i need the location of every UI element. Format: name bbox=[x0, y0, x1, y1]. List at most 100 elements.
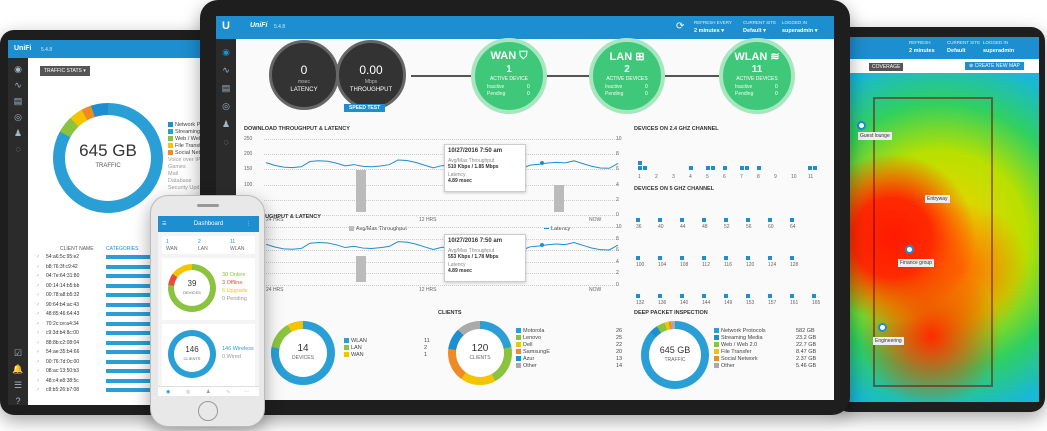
map-icon[interactable]: ▤ bbox=[13, 96, 23, 106]
channel-device bbox=[790, 218, 794, 222]
clients-icon[interactable]: ♟ bbox=[13, 128, 23, 138]
legend-value: 20 bbox=[616, 349, 623, 355]
client-name[interactable]: 04:7e:64:31:80 bbox=[46, 273, 80, 279]
chat-icon[interactable]: ☰ bbox=[13, 380, 23, 390]
phone-clients-card[interactable]: 146 CLIENTS 146 Wireless 0 Wired bbox=[162, 324, 255, 386]
legend-value: 25 bbox=[616, 335, 623, 341]
legend-value: 8.47 GB bbox=[796, 349, 817, 355]
left-filter[interactable]: TRAFFIC STATS ▾ bbox=[40, 66, 90, 76]
tab-devices-icon[interactable]: ◎ bbox=[186, 389, 191, 395]
r-tick: 8 bbox=[616, 151, 619, 158]
map-icon[interactable]: ▤ bbox=[221, 83, 231, 93]
ap-icon[interactable] bbox=[905, 245, 914, 254]
create-map-button[interactable]: ⊕ CREATE NEW MAP bbox=[965, 62, 1024, 70]
client-name[interactable]: 00:14:14:b5:bb bbox=[46, 282, 80, 289]
client-name[interactable]: 08:ac:13:50:b3 bbox=[46, 368, 80, 374]
phone-devices-card[interactable]: 39 DEVICES 30 Online 3 Offline 6 Upgrade… bbox=[162, 258, 255, 320]
alerts-icon[interactable]: 🔔 bbox=[12, 364, 24, 374]
chart1-title: DOWNLOAD THROUGHPUT & LATENCY bbox=[244, 126, 350, 132]
client-name[interactable]: 00:76:7d:0c:00 bbox=[46, 358, 80, 365]
grid-line bbox=[264, 238, 619, 240]
ap-icon[interactable] bbox=[857, 121, 866, 130]
category-bar bbox=[106, 378, 177, 383]
network-icon: ⊞ bbox=[635, 51, 645, 63]
client-name[interactable]: 54:a6:5c:95:e2 bbox=[46, 254, 80, 260]
right-tab[interactable]: COVERAGE bbox=[869, 63, 904, 71]
client-name[interactable]: 48:c4:e8:38:5c bbox=[46, 377, 79, 384]
channel-label: 112 bbox=[702, 262, 710, 268]
channel-label: 9 bbox=[774, 174, 777, 180]
legend-item: SamsungE bbox=[516, 349, 550, 355]
right-site[interactable]: Default bbox=[947, 48, 966, 54]
connector-line bbox=[411, 75, 751, 77]
wifi-icon: ≋ bbox=[770, 51, 780, 63]
client-name[interactable]: 70:2c:ce:a4:34 bbox=[46, 320, 79, 327]
tab-dashboard-icon[interactable]: ◉ bbox=[166, 389, 171, 395]
hover-point bbox=[540, 243, 544, 248]
help-icon[interactable]: ? bbox=[15, 396, 21, 405]
client-name[interactable]: 90:64:b4:ac:43 bbox=[46, 301, 80, 308]
devices-icon[interactable]: ◎ bbox=[222, 101, 230, 111]
client-name[interactable]: c9:3d:b4:8c:00 bbox=[46, 330, 79, 336]
wan-circle[interactable]: WAN ⛉ 1 ACTIVE DEVICE Inactive 0 Pending… bbox=[471, 38, 547, 114]
chart2-title: D THROUGHPUT & LATENCY bbox=[244, 214, 321, 220]
x-label: 24 HRS bbox=[266, 217, 284, 223]
channel-device bbox=[636, 256, 640, 260]
client-name[interactable]: c8:b5:26:b7:08 bbox=[46, 387, 80, 393]
category-bar bbox=[106, 388, 175, 392]
channel-label: 52 bbox=[724, 224, 730, 230]
devices-icon[interactable]: ◎ bbox=[14, 112, 22, 122]
speed-test-button[interactable]: SPEED TEST bbox=[344, 104, 386, 112]
legend-value: 2 bbox=[424, 345, 428, 351]
clients-icon[interactable]: ♟ bbox=[221, 119, 231, 129]
tab-stats-icon[interactable]: ∿ bbox=[226, 389, 231, 395]
client-icon: ♂ bbox=[36, 301, 40, 308]
legend-value: 1 bbox=[424, 352, 428, 358]
channel-label: 128 bbox=[790, 262, 799, 268]
client-name[interactable]: 88:8b:c2:08:04 bbox=[46, 339, 80, 346]
channel-device bbox=[768, 256, 772, 260]
user-select[interactable]: superadmin ▾ bbox=[782, 28, 818, 34]
ap-icon[interactable] bbox=[878, 323, 887, 332]
r-tick: 0 bbox=[616, 282, 619, 288]
wlan-circle[interactable]: WLAN ≋ 11 ACTIVE DEVICES Inactive 0 Pend… bbox=[719, 38, 795, 114]
right-user[interactable]: superadmin bbox=[983, 48, 1015, 54]
ap-guest[interactable]: Guest lounge bbox=[858, 132, 892, 140]
refresh-icon[interactable]: ⟳ bbox=[676, 21, 685, 32]
home-button[interactable] bbox=[198, 401, 218, 421]
client-icon: ♂ bbox=[36, 368, 40, 374]
dashboard-icon[interactable]: ◉ bbox=[222, 47, 230, 57]
grid-line bbox=[264, 261, 619, 263]
ap-finance[interactable]: Finance group bbox=[898, 259, 934, 267]
channel-device bbox=[706, 166, 710, 170]
site-select[interactable]: Default ▾ bbox=[743, 28, 766, 34]
insights-icon[interactable]: ◌ bbox=[223, 137, 229, 147]
ap-engineering[interactable]: Engineering bbox=[873, 337, 904, 345]
refresh-select[interactable]: 2 minutes ▾ bbox=[694, 28, 724, 34]
client-name[interactable]: b8:76:3f:c9:42 bbox=[46, 263, 78, 270]
lan-circle[interactable]: LAN ⊞ 2 ACTIVE DEVICES Inactive 0 Pendin… bbox=[589, 38, 665, 114]
client-name[interactable]: 00:78:a8:b5:32 bbox=[46, 292, 80, 298]
legend-item: Azur bbox=[516, 356, 534, 362]
ap-entry[interactable]: Entryway bbox=[925, 195, 950, 203]
client-icon: ♂ bbox=[36, 377, 40, 384]
tab-clients-icon[interactable]: ♟ bbox=[206, 389, 211, 395]
right-refresh[interactable]: 2 minutes bbox=[909, 48, 935, 54]
grid-line bbox=[264, 250, 619, 252]
main-logo: UniFi bbox=[250, 22, 268, 29]
menu-icon[interactable]: ☰ bbox=[162, 221, 167, 227]
channel-label: 100 bbox=[636, 262, 645, 268]
channel-label: 40 bbox=[658, 224, 664, 230]
phone-more-icon[interactable]: ⋮ bbox=[246, 221, 251, 227]
client-name[interactable]: 54:ae:35:b4:66 bbox=[46, 349, 80, 355]
client-name[interactable]: 48:85:46:64:43 bbox=[46, 311, 80, 317]
legend-value: 14 bbox=[616, 363, 623, 369]
insights-icon[interactable]: ◌ bbox=[15, 144, 21, 154]
pulse-icon[interactable]: ∿ bbox=[14, 80, 22, 90]
legend-item: Network Protocols bbox=[714, 328, 766, 334]
category-bar bbox=[106, 350, 181, 354]
tasks-icon[interactable]: ☑ bbox=[13, 348, 23, 358]
tab-more-icon[interactable]: ⋯ bbox=[244, 389, 249, 395]
statistics-icon[interactable]: ∿ bbox=[222, 65, 230, 75]
dashboard-icon[interactable]: ◉ bbox=[14, 64, 22, 74]
